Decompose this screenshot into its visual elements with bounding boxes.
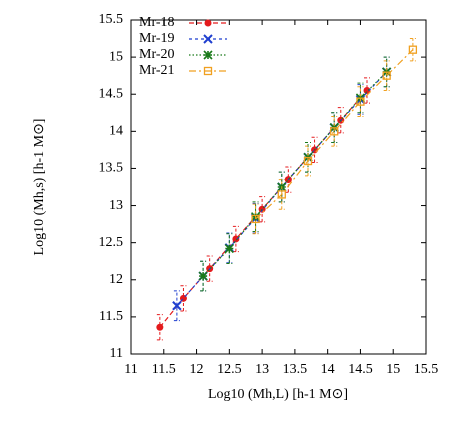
y-tick-label: 13.5 xyxy=(99,161,124,176)
marker xyxy=(277,190,286,199)
error-bar xyxy=(252,202,259,234)
marker xyxy=(224,244,234,254)
marker xyxy=(330,127,339,136)
error-bar xyxy=(331,112,338,143)
error-bar xyxy=(305,145,311,177)
y-tick-label: 14 xyxy=(109,124,123,139)
marker xyxy=(203,34,213,44)
plot-frame xyxy=(130,19,427,355)
x-tick-label: 12 xyxy=(190,362,204,377)
marker xyxy=(356,97,365,106)
error-bar xyxy=(357,86,364,117)
y-tick-label: 11.5 xyxy=(99,309,123,324)
y-tick-label: 12.5 xyxy=(99,235,124,250)
series-line xyxy=(202,71,388,277)
error-bar xyxy=(383,56,390,88)
x-tick-label: 11 xyxy=(124,362,137,377)
y-tick-label: 11 xyxy=(110,346,123,361)
y-axis-label: Log10 (Mh,s) [h-1 M⊙] xyxy=(32,119,47,256)
x-tick-label: 13 xyxy=(255,362,269,377)
x-tick-label: 14.5 xyxy=(348,362,373,377)
legend-label: Mr-21 xyxy=(139,63,175,78)
marker xyxy=(203,66,213,76)
x-tick-label: 11.5 xyxy=(152,362,176,377)
x-tick-label: 13.5 xyxy=(283,362,308,377)
marker xyxy=(172,301,182,311)
marker xyxy=(203,50,213,60)
series-line xyxy=(255,49,414,220)
error-bar xyxy=(278,179,285,210)
marker xyxy=(156,323,164,331)
x-tick-label: 15 xyxy=(386,362,400,377)
error-bar xyxy=(200,260,207,292)
y-tick-label: 15.5 xyxy=(99,12,124,27)
error-bar xyxy=(252,203,259,235)
error-bar xyxy=(173,290,180,322)
error-bar xyxy=(357,82,364,114)
y-tick-label: 15 xyxy=(109,49,123,64)
x-tick-label: 14 xyxy=(321,362,335,377)
legend-label: Mr-19 xyxy=(139,31,175,46)
y-tick-label: 12 xyxy=(109,272,123,287)
marker xyxy=(363,87,371,95)
marker xyxy=(204,19,212,27)
x-tick-label: 12.5 xyxy=(217,362,242,377)
y-tick-label: 14.5 xyxy=(99,86,124,101)
legend-label: Mr-20 xyxy=(139,47,175,62)
error-bar xyxy=(305,141,311,173)
error-bar xyxy=(226,233,233,264)
error-bar xyxy=(409,38,416,62)
y-tick-label: 13 xyxy=(109,198,123,213)
marker xyxy=(382,71,391,80)
legend-label: Mr-18 xyxy=(139,15,175,30)
marker xyxy=(303,156,313,166)
marker xyxy=(408,45,418,54)
marker xyxy=(232,235,240,243)
x-axis-label: Log10 (Mh,L) [h-1 M⊙] xyxy=(208,387,348,402)
marker xyxy=(198,271,208,281)
error-bar xyxy=(383,60,390,92)
error-bar xyxy=(331,115,338,147)
marker xyxy=(251,214,260,224)
x-tick-label: 15.5 xyxy=(414,362,439,377)
